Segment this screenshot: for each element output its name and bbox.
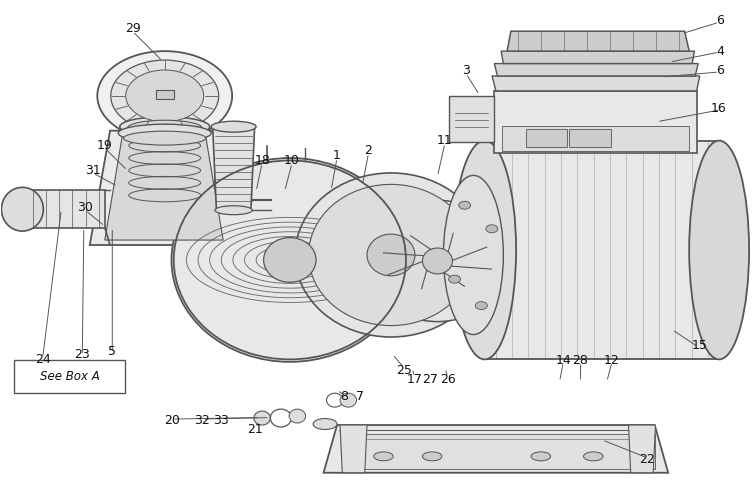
Polygon shape [340,425,367,473]
Polygon shape [213,126,255,210]
Polygon shape [507,31,689,51]
Ellipse shape [127,120,202,136]
Text: 1: 1 [333,149,341,162]
Ellipse shape [171,158,408,362]
Text: 28: 28 [572,354,589,367]
Ellipse shape [459,202,471,209]
Text: 25: 25 [396,364,412,377]
Ellipse shape [374,452,393,461]
Ellipse shape [449,275,460,283]
Ellipse shape [584,452,603,461]
Ellipse shape [289,409,305,423]
Ellipse shape [264,238,316,282]
Text: 15: 15 [692,339,708,352]
Polygon shape [492,76,699,91]
Ellipse shape [254,411,271,425]
Text: 6: 6 [717,14,724,27]
Text: 18: 18 [254,154,270,167]
Text: 14: 14 [556,354,572,367]
Bar [342,434,656,469]
Text: 12: 12 [604,354,620,367]
Polygon shape [89,130,240,245]
Text: 20: 20 [164,414,180,426]
Ellipse shape [313,418,337,430]
Bar [156,90,174,99]
Ellipse shape [531,452,550,461]
Text: 19: 19 [97,139,113,152]
Text: 6: 6 [717,64,724,78]
Text: 26: 26 [440,373,456,386]
Polygon shape [323,425,669,473]
Ellipse shape [367,234,415,276]
Ellipse shape [308,184,474,326]
Text: 27: 27 [422,373,438,386]
Text: 23: 23 [74,348,90,361]
Polygon shape [450,96,494,142]
Ellipse shape [340,393,356,407]
Ellipse shape [111,60,219,132]
Ellipse shape [123,131,206,145]
Ellipse shape [118,124,211,142]
Polygon shape [501,51,694,64]
Ellipse shape [126,70,204,122]
Bar [569,129,611,146]
Ellipse shape [366,200,508,322]
Text: 30: 30 [77,201,93,214]
Bar [526,129,567,146]
Text: 3: 3 [462,64,470,78]
Text: See Box A: See Box A [40,370,99,383]
Ellipse shape [215,206,253,214]
Text: 17: 17 [407,373,423,386]
Ellipse shape [486,225,498,232]
Polygon shape [629,425,656,473]
Bar [502,126,689,150]
Ellipse shape [475,302,487,310]
Polygon shape [484,140,719,360]
Ellipse shape [689,140,749,360]
Text: 7: 7 [356,390,363,403]
Text: 21: 21 [247,424,262,436]
Ellipse shape [295,173,487,337]
Text: 31: 31 [85,164,101,177]
Text: 10: 10 [284,154,300,167]
Text: 32: 32 [194,414,210,426]
Text: 33: 33 [213,414,229,426]
Polygon shape [494,64,698,76]
Ellipse shape [423,248,453,274]
Ellipse shape [453,140,516,360]
Text: 29: 29 [125,22,141,35]
FancyBboxPatch shape [14,360,125,392]
Text: 24: 24 [35,353,50,366]
Polygon shape [105,133,223,240]
Text: 5: 5 [108,346,117,358]
Ellipse shape [2,188,44,231]
Text: 2: 2 [365,144,372,157]
Text: 22: 22 [639,454,655,466]
Ellipse shape [444,176,503,334]
Text: 16: 16 [711,102,726,115]
Text: 11: 11 [437,134,453,147]
Polygon shape [23,190,105,228]
Ellipse shape [423,452,442,461]
Text: 8: 8 [341,390,348,403]
Ellipse shape [97,51,232,141]
Polygon shape [494,91,696,153]
Text: 4: 4 [717,44,724,58]
Ellipse shape [211,121,256,132]
Ellipse shape [120,116,210,136]
